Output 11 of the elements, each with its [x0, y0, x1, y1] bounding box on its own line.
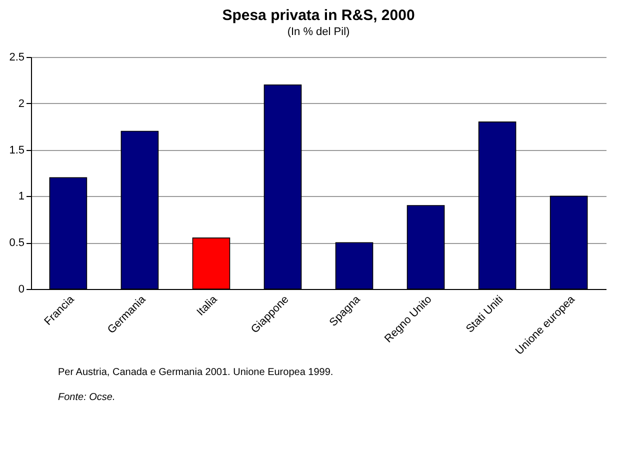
- x-tick-label: Italia: [194, 292, 220, 318]
- y-tick-label: 2.5: [9, 52, 24, 64]
- text: Per Austria, Canada e Germania 2001. Unione Europea 1999.: [58, 367, 334, 378]
- source-note: Fonte: Ocse.: [58, 392, 116, 403]
- y-tick-label: 0.5: [9, 237, 24, 250]
- y-tick-label: 1: [18, 190, 24, 203]
- y-tick-label: 0: [18, 284, 24, 296]
- y-tick-label: 1.5: [9, 144, 24, 156]
- chart-title: Spesa privata in R&S, 2000: [222, 7, 415, 24]
- chart-subtitle: (In % del Pil): [287, 26, 350, 38]
- y-tick-label: 2: [18, 98, 24, 110]
